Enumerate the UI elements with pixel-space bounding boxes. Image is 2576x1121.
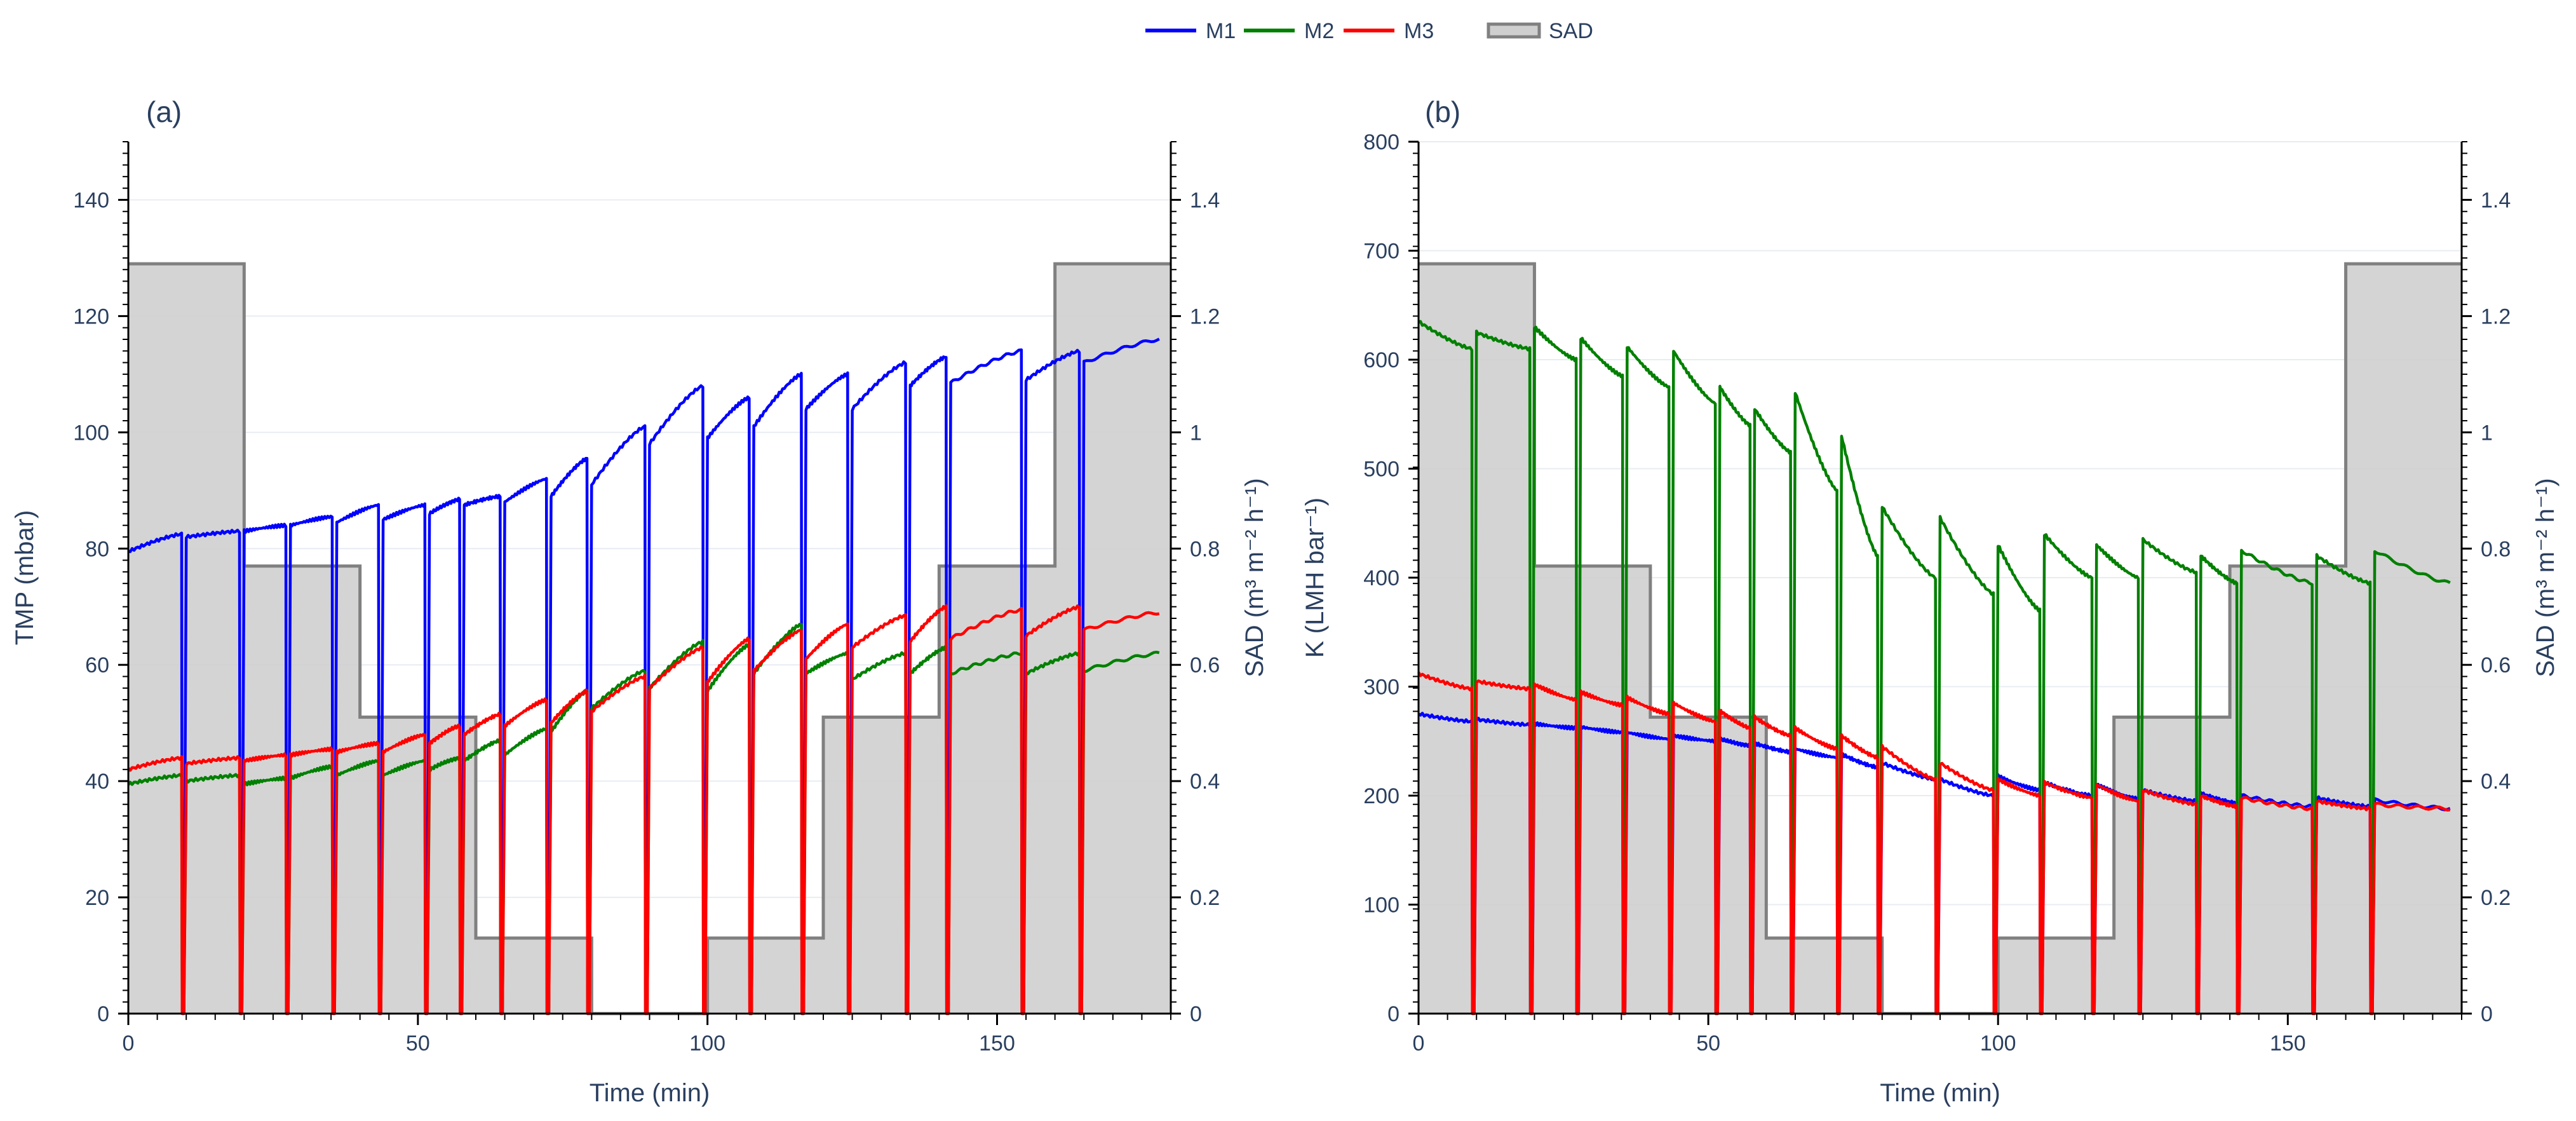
- y-tick-label: 100: [73, 421, 109, 445]
- y-tick-label: 100: [1363, 893, 1399, 918]
- y-tick-label: 700: [1363, 240, 1399, 264]
- y-tick-label: 140: [73, 188, 109, 212]
- legend-item-m1[interactable]: M1: [1145, 19, 1236, 43]
- x-tick-label: 150: [2270, 1031, 2306, 1056]
- legend-item-sad[interactable]: SAD: [1487, 19, 1593, 43]
- y2-tick-label: 0.8: [2481, 537, 2511, 561]
- y-tick-label: 600: [1363, 348, 1399, 372]
- y-tick-label: 500: [1363, 458, 1399, 482]
- x-axis-title: Time (min): [1880, 1079, 2000, 1107]
- panel-label: (a): [146, 95, 182, 128]
- legend-label: SAD: [1549, 19, 1593, 43]
- y2-tick-label: 0.8: [1190, 537, 1220, 561]
- y-tick-label: 400: [1363, 566, 1399, 590]
- legend-item-m3[interactable]: M3: [1344, 19, 1434, 43]
- x-tick-label: 0: [1413, 1031, 1425, 1056]
- y2-tick-label: 1.2: [1190, 304, 1220, 329]
- x-tick-label: 100: [689, 1031, 725, 1056]
- y2-tick-label: 0.2: [1190, 886, 1220, 910]
- y-tick-label: 80: [85, 537, 109, 561]
- y2-tick-label: 1.4: [1190, 188, 1220, 212]
- y-tick-label: 60: [85, 653, 109, 677]
- x-tick-label: 50: [406, 1031, 430, 1056]
- y-tick-label: 200: [1363, 784, 1399, 808]
- legend-swatch: [1487, 22, 1541, 39]
- y2-tick-label: 0.6: [1190, 653, 1220, 677]
- y2-tick-label: 0.4: [1190, 770, 1220, 794]
- x-tick-label: 0: [123, 1031, 135, 1056]
- x-axis-title: Time (min): [590, 1079, 710, 1107]
- y2-tick-label: 0.4: [2481, 770, 2511, 794]
- y-axis-title: K (LMH bar⁻¹): [1301, 498, 1329, 658]
- y2-tick-label: 0: [1190, 1002, 1202, 1026]
- y-tick-label: 40: [85, 770, 109, 794]
- legend-item-m2[interactable]: M2: [1244, 19, 1334, 43]
- panel-label: (b): [1425, 95, 1460, 128]
- x-tick-label: 50: [1696, 1031, 1720, 1056]
- y-tick-label: 0: [97, 1002, 109, 1026]
- y-tick-label: 0: [1387, 1002, 1399, 1026]
- chart-panel-b: 010020030040050060070080000.20.40.60.811…: [1301, 95, 2559, 1107]
- y2-tick-label: 1: [1190, 421, 1202, 445]
- y-tick-label: 800: [1363, 130, 1399, 154]
- y2-axis-title: SAD (m³ m⁻² h⁻¹): [2532, 478, 2559, 677]
- y2-tick-label: 1: [2481, 421, 2493, 445]
- y2-tick-label: 1.2: [2481, 304, 2511, 329]
- chart-panel-a: 0 20 40 60 80 100 120 140 0 0.2 0.4 0.6 0.8 1 1.2 1.4 0 5…: [11, 95, 1269, 1107]
- legend[interactable]: M1 M2 M3 SAD: [1145, 19, 1593, 43]
- y2-tick-label: 0: [2481, 1002, 2493, 1026]
- x-tick-label: 150: [979, 1031, 1015, 1056]
- y2-axis-title: SAD (m³ m⁻² h⁻¹): [1241, 478, 1269, 677]
- legend-label: M3: [1404, 19, 1434, 43]
- y2-tick-label: 1.4: [2481, 188, 2511, 212]
- legend-label: M1: [1206, 19, 1236, 43]
- legend-label: M2: [1304, 19, 1334, 43]
- y2-tick-label: 0.2: [2481, 886, 2511, 910]
- y-axis-title: TMP (mbar): [11, 510, 39, 646]
- y-tick-label: 120: [73, 304, 109, 329]
- y-tick-label: 300: [1363, 676, 1399, 700]
- x-tick-label: 100: [1980, 1031, 2016, 1056]
- y-tick-label: 20: [85, 886, 109, 910]
- y2-tick-label: 0.6: [2481, 653, 2511, 677]
